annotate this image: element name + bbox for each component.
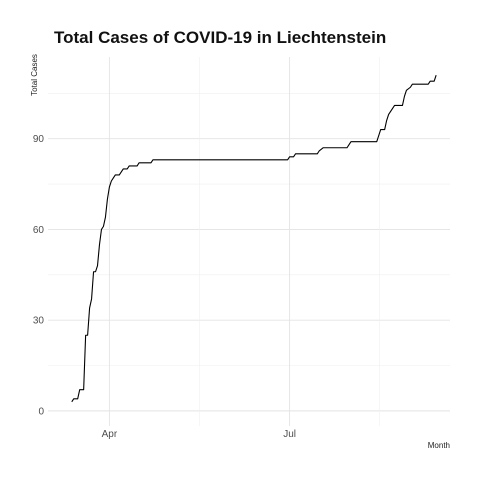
y-tick-label: 60 xyxy=(33,225,45,236)
y-tick-label: 90 xyxy=(33,134,45,145)
y-tick-label: 30 xyxy=(33,316,45,327)
x-axis-label: Month xyxy=(428,441,450,450)
series-layer xyxy=(71,74,437,403)
x-tick-label: Jul xyxy=(283,429,296,440)
tick-labels: 0 30 60 90 Apr Jul xyxy=(33,134,296,440)
x-tick-label: Apr xyxy=(102,429,118,440)
y-tick-label: 0 xyxy=(38,406,44,417)
grid xyxy=(48,57,450,426)
y-axis-label: Total Cases xyxy=(30,54,39,96)
series-line xyxy=(71,74,437,403)
chart-title: Total Cases of COVID-19 in Liechtenstein xyxy=(54,28,386,47)
